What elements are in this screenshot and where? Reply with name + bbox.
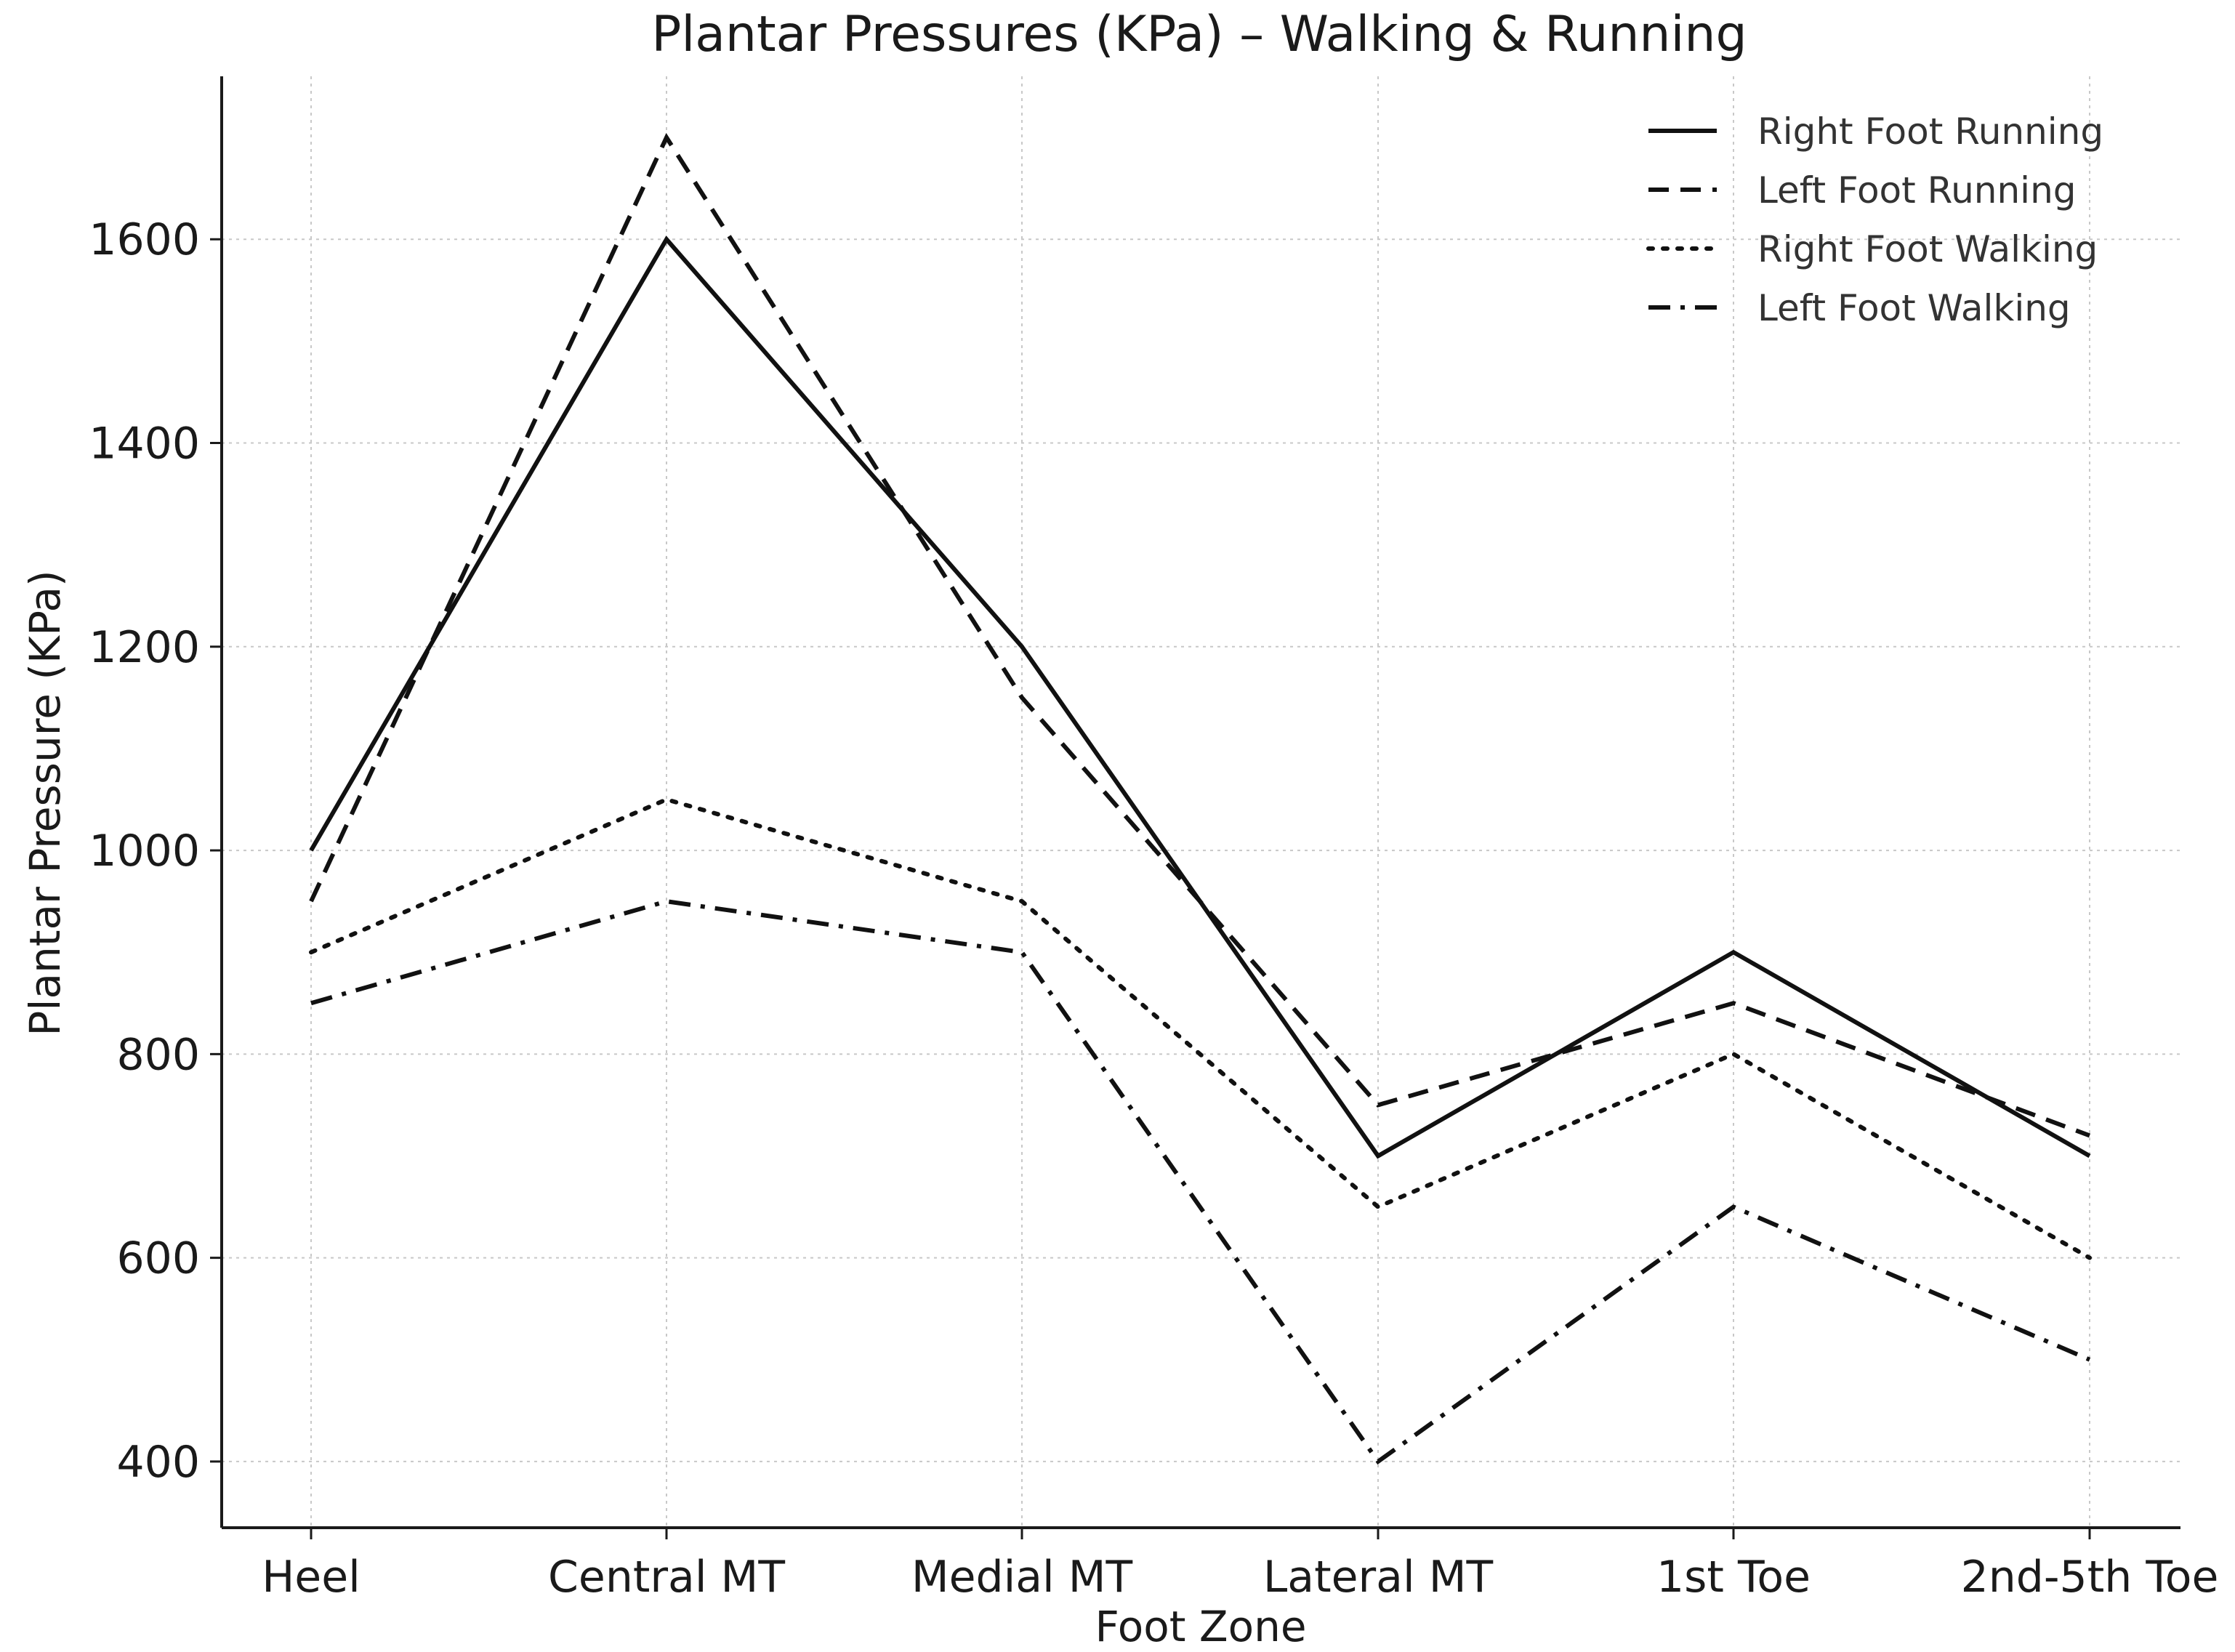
y-axis-label: Plantar Pressure (KPa) <box>20 570 70 1036</box>
x-tick-label: 2nd-5th Toe <box>1961 1552 2219 1603</box>
ticks: Heel Central MT Medial MT Lateral MT 1st Toe… <box>89 214 2218 1603</box>
series-line-dotted <box>309 797 2092 1260</box>
y-tick-label: 1600 <box>89 214 200 265</box>
y-tick-label: 1000 <box>89 826 200 877</box>
chart-title: Plantar Pressures (KPa) – Walking & Runn… <box>651 6 1747 63</box>
x-tick-label: 1st Toe <box>1656 1552 1811 1603</box>
legend: Right Foot Running Left Foot Running Right… <box>1646 110 2103 329</box>
legend-label: Left Foot Walking <box>1757 287 2071 329</box>
x-tick-label: Lateral MT <box>1263 1552 1494 1603</box>
x-tick-label: Medial MT <box>911 1552 1133 1603</box>
grid <box>222 76 2180 1528</box>
legend-label: Right Foot Running <box>1757 110 2103 153</box>
y-tick-label: 800 <box>116 1029 200 1080</box>
x-axis-label: Foot Zone <box>1095 1602 1306 1651</box>
x-tick-label: Heel <box>262 1552 361 1603</box>
y-tick-label: 600 <box>116 1233 200 1284</box>
x-tick-label: Central MT <box>548 1552 785 1603</box>
legend-label: Right Foot Walking <box>1757 228 2098 270</box>
series-group <box>309 132 2092 1465</box>
series-line-solid <box>309 235 2091 1159</box>
legend-label: Left Foot Running <box>1757 169 2077 211</box>
y-tick-label: 400 <box>116 1437 200 1488</box>
series-line-dashdot <box>310 899 2091 1465</box>
y-tick-label: 1200 <box>89 622 200 673</box>
y-tick-label: 1400 <box>89 419 200 470</box>
series-line-dashed <box>309 132 2091 1138</box>
